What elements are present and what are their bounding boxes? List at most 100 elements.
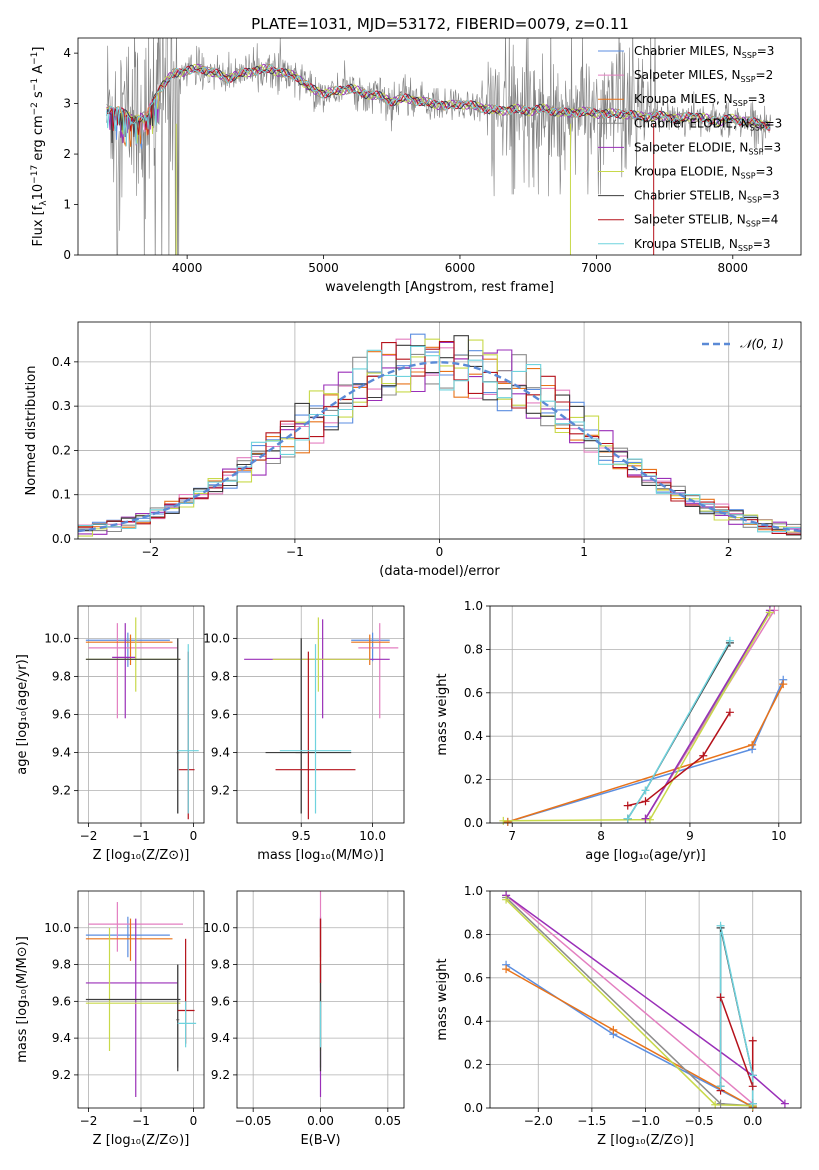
legend-label-count: =3 xyxy=(763,140,781,154)
legend-label-subscript: SSP xyxy=(738,244,753,253)
weight-line-salpeter-miles xyxy=(505,894,754,1105)
x-tick-label: 0.05 xyxy=(374,1114,401,1128)
histogram-kroupa-stelib xyxy=(78,345,801,533)
y-tick-label: 9.8 xyxy=(52,669,71,683)
plot-area xyxy=(106,38,771,255)
x-tick-label: 0.0 xyxy=(743,1114,762,1128)
y-axis-label-part: A xyxy=(31,65,46,78)
y-tick-label: 9.8 xyxy=(211,669,230,683)
x-axis-label: (data-model)/error xyxy=(379,564,500,579)
x-axis-label: wavelength [Angstrom, rest frame] xyxy=(325,280,554,295)
x-tick-label: 10 xyxy=(771,829,786,843)
x-tick-label: 7 xyxy=(508,829,516,843)
y-tick-label: 9.4 xyxy=(52,746,71,760)
legend-label-subscript: SSP xyxy=(747,196,762,205)
y-tick-label: 0.0 xyxy=(52,532,71,546)
x-tick-label: 8000 xyxy=(718,261,749,275)
x-tick-label: −1 xyxy=(132,829,150,843)
histogram-salpeter-stelib xyxy=(78,340,801,535)
x-tick-label: −1 xyxy=(286,545,304,559)
x-tick-label: 2 xyxy=(725,545,733,559)
y-tick-label: 1.0 xyxy=(464,599,483,613)
legend-label-text: Salpeter STELIB, N xyxy=(634,213,746,227)
y-tick-label: 9.4 xyxy=(211,746,230,760)
y-tick-label: 0 xyxy=(63,248,71,262)
weight-marker xyxy=(711,1100,720,1109)
y-axis-label-part: λ xyxy=(39,200,49,206)
y-tick-label: 10.0 xyxy=(44,631,71,645)
x-tick-label: 9.5 xyxy=(292,829,311,843)
y-tick-label: 0.2 xyxy=(464,1058,483,1072)
weight-marker xyxy=(502,895,511,904)
x-tick-label: 1 xyxy=(580,545,588,559)
legend-label-count: =3 xyxy=(762,189,780,203)
weight-marker xyxy=(502,965,511,974)
y-tick-label: 9.2 xyxy=(52,784,71,798)
y-tick-label: 0.4 xyxy=(52,355,71,369)
histogram-kroupa-elodie xyxy=(78,338,801,537)
x-tick-label: −2.0 xyxy=(524,1114,553,1128)
axes-frame xyxy=(489,890,802,1109)
weight-marker xyxy=(748,740,757,749)
legend-label-subscript: SSP xyxy=(733,99,748,108)
spectrum-panel: 4000 5000 6000 7000 8000 0 1 2 3 4 wavelength [Ang… xyxy=(30,37,802,295)
normal-distribution-curve xyxy=(78,361,801,533)
y-tick-label: 9.4 xyxy=(52,1031,71,1045)
legend-label-text: Kroupa STELIB, N xyxy=(634,237,738,251)
y-tick-label: 9.2 xyxy=(52,1068,71,1082)
axes-frame xyxy=(77,890,205,1109)
plot-area xyxy=(85,902,197,1097)
plot-area xyxy=(85,617,199,820)
y-axis-label-part: Flux [f xyxy=(31,205,46,246)
y-axis-label: mass weight xyxy=(435,673,450,755)
weight-line-kroupa-elodie xyxy=(505,899,753,1107)
mass-vs-metallicity-panel: −2 −1 0 9.2 9.4 9.6 9.8 10.0 Z [log₁₀(Z/Z⊙)] mass… xyxy=(15,890,205,1148)
weight-marker xyxy=(748,1071,757,1080)
y-tick-label: 1.0 xyxy=(464,884,483,898)
y-axis-label-part: s xyxy=(31,91,46,102)
y-tick-label: 1 xyxy=(63,198,71,212)
x-axis-label: age [log₁₀(age/yr)] xyxy=(585,848,706,863)
weight-marker xyxy=(641,797,650,806)
weight-marker xyxy=(716,993,725,1002)
x-tick-label: −0.5 xyxy=(685,1114,714,1128)
residuals-panel: −2 −1 0 1 2 0.0 0.1 0.2 0.3 0.4 (data-model)/error… xyxy=(24,321,802,579)
y-tick-label: 2 xyxy=(63,147,71,161)
legend-label-text: Chabrier MILES, N xyxy=(634,44,742,58)
y-tick-label: 10.0 xyxy=(44,921,71,935)
legend-label-count: =3 xyxy=(756,165,774,179)
weight-marker xyxy=(725,636,734,645)
y-tick-label: 9.2 xyxy=(211,1068,230,1082)
y-tick-label: 0.8 xyxy=(464,642,483,656)
y-axis-label: mass weight xyxy=(435,958,450,1040)
x-tick-label: −2 xyxy=(141,545,159,559)
legend-label-count: =3 xyxy=(748,92,766,106)
model-spectrum-kroupa-elodie xyxy=(106,63,771,144)
weight-marker xyxy=(716,1099,725,1108)
model-spectrum-kroupa-stelib xyxy=(106,64,771,147)
legend-label-count: =3 xyxy=(753,237,771,251)
axes-frame xyxy=(489,605,802,824)
legend-label: Chabrier STELIB, NSSP=3 xyxy=(634,189,780,205)
weight-marker xyxy=(503,817,512,826)
mass-vs-ebv-panel: −0.05 0.00 0.05 9.2 9.4 9.6 9.8 10.0 E(B-V) xyxy=(203,890,405,1148)
y-axis-label-part: −2 xyxy=(30,102,40,115)
y-tick-label: 9.8 xyxy=(52,958,71,972)
y-axis-label: Flux [fλ10−17 erg cm−2 s−1 A−1] xyxy=(30,47,49,247)
y-tick-label: 0.1 xyxy=(52,488,71,502)
y-tick-label: 0.3 xyxy=(52,399,71,413)
legend-label-text: Chabrier ELODIE, N xyxy=(634,116,750,130)
x-tick-label: −1 xyxy=(132,1114,150,1128)
y-tick-label: 9.2 xyxy=(211,784,230,798)
weight-marker xyxy=(725,708,734,717)
x-tick-label: 0 xyxy=(436,545,444,559)
x-tick-label: 7000 xyxy=(581,261,612,275)
legend-label-subscript: SSP xyxy=(750,123,765,132)
legend-label-subscript: SSP xyxy=(742,51,757,60)
legend-label: Kroupa MILES, NSSP=3 xyxy=(634,92,765,108)
legend-label-count: =2 xyxy=(756,68,774,82)
legend-label: Salpeter STELIB, NSSP=4 xyxy=(634,213,778,229)
y-axis-label-part: −17 xyxy=(30,165,40,184)
model-spectrum-salpeter-elodie xyxy=(106,63,771,146)
